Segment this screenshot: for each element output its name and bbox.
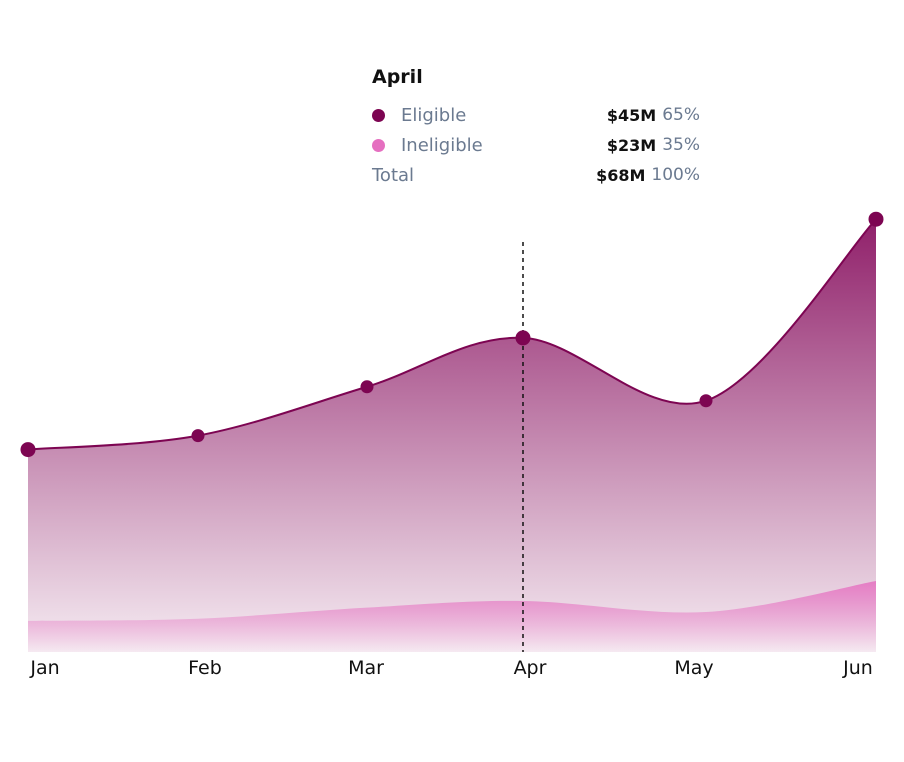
- eligible-percent: 65%: [662, 105, 700, 125]
- eligible-label: Eligible: [401, 104, 467, 126]
- eligible-dot-icon: [372, 108, 385, 122]
- ineligible-amount: $23M: [606, 135, 657, 155]
- eligible-line: [27, 218, 877, 451]
- ineligible-percent: 35%: [662, 135, 700, 155]
- x-tick-label: Jan: [29, 657, 59, 679]
- eligible-point-mar: [360, 380, 374, 394]
- eligible-point-may: [699, 394, 713, 408]
- eligible-amount: $45M: [606, 105, 657, 125]
- tooltip-title: April: [372, 66, 423, 88]
- x-tick-label: Mar: [348, 657, 384, 679]
- total-percent: 100%: [651, 165, 700, 185]
- tooltip-row-eligible: Eligible $45M 65%: [372, 100, 700, 130]
- x-tick-label: Jun: [842, 657, 873, 679]
- ineligible-dot-icon: [372, 138, 385, 152]
- x-tick-label: Feb: [188, 657, 222, 679]
- tooltip-row-total: Total $68M 100%: [372, 160, 700, 190]
- ineligible-area: [28, 580, 876, 652]
- x-tick-label: May: [674, 657, 713, 679]
- eligible-point-jun: [868, 211, 884, 227]
- x-tick-label: Apr: [514, 657, 547, 679]
- eligible-point-apr: [515, 330, 531, 346]
- tooltip: April Eligible $45M 65% Ineligible $23M …: [372, 66, 700, 190]
- ineligible-label: Ineligible: [401, 134, 483, 156]
- total-amount: $68M: [596, 165, 646, 185]
- eligible-point-jan: [20, 442, 36, 458]
- eligible-point-feb: [191, 429, 205, 443]
- tooltip-row-ineligible: Ineligible $23M 35%: [372, 130, 700, 160]
- eligible-area: [28, 219, 876, 653]
- total-label: Total: [372, 164, 415, 186]
